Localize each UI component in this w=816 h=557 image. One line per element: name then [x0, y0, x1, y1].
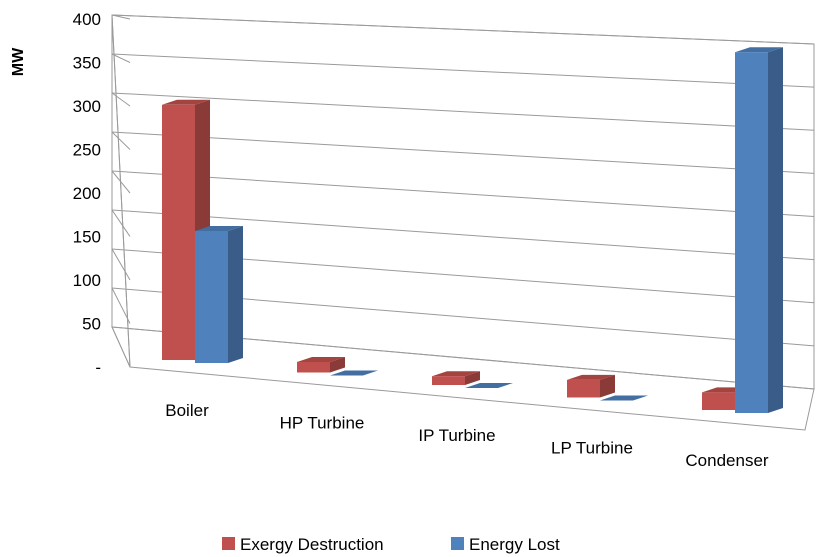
gridline	[111, 92, 815, 131]
gridline-side	[111, 14, 131, 20]
energy-lost-bar-boiler	[195, 226, 243, 363]
gridline-side	[111, 53, 131, 63]
exergy-destruction-bar-ip-turbine	[432, 371, 480, 385]
exergy-destruction-bar-lp-turbine-front	[567, 379, 600, 398]
y-tick-label: 200	[73, 184, 101, 203]
y-tick-label: 350	[73, 54, 101, 73]
gridline-side	[111, 92, 131, 107]
gridline	[111, 53, 815, 88]
energy-lost-bar-boiler-front	[195, 231, 228, 363]
legend-label-energy-lost: Energy Lost	[469, 535, 560, 554]
energy-lost-bar-hp-turbine-top	[330, 370, 378, 376]
gridline-side	[111, 209, 131, 237]
y-tick-label: 100	[73, 271, 101, 290]
exergy-destruction-bar-boiler-top	[162, 99, 210, 105]
chart-walls	[111, 14, 815, 431]
exergy-destruction-bar-hp-turbine-front	[297, 361, 330, 373]
energy-lost-bar-lp-turbine	[600, 395, 648, 401]
gridline-side	[111, 248, 131, 281]
y-tick-label: 400	[73, 10, 101, 29]
y-axis-label: MW	[10, 47, 27, 76]
legend: Exergy Destruction Energy Lost	[222, 535, 560, 554]
x-tick-label-ip-turbine: IP Turbine	[418, 426, 495, 445]
energy-lost-bar-lp-turbine-top	[600, 395, 648, 401]
gridline	[111, 209, 815, 261]
legend-swatch-energy-lost	[451, 537, 464, 550]
gridline-side	[111, 170, 131, 194]
energy-lost-bar-condenser-top	[735, 47, 783, 53]
gridline-side	[111, 287, 131, 324]
gridline	[111, 131, 815, 174]
y-tick-label: 300	[73, 97, 101, 116]
exergy-destruction-bar-hp-turbine-top	[297, 356, 345, 362]
energy-lost-bar-boiler-top	[195, 226, 243, 231]
exergy-destruction-bar-lp-turbine-top	[567, 374, 615, 380]
energy-lost-bar-hp-turbine	[330, 370, 378, 376]
exergy-destruction-bar-hp-turbine-side	[330, 356, 345, 373]
energy-lost-bar-condenser-front	[735, 52, 768, 413]
exergy-destruction-bar-boiler-front	[162, 104, 195, 360]
exergy-destruction-bar-hp-turbine	[297, 356, 345, 373]
x-tick-label-boiler: Boiler	[165, 401, 209, 420]
energy-lost-bar-ip-turbine-top	[465, 383, 513, 388]
legend-label-exergy-destruction: Exergy Destruction	[240, 535, 384, 554]
energy-lost-bar-boiler-side	[228, 226, 243, 363]
energy-lost-bar-condenser	[735, 47, 783, 413]
exergy-destruction-bar-lp-turbine	[567, 374, 615, 398]
side-wall-edge	[111, 14, 131, 368]
energy-lost-bar-ip-turbine	[465, 383, 513, 388]
energy-lost-bar-condenser-side	[768, 47, 783, 413]
bars	[162, 47, 783, 413]
y-tick-label: 50	[82, 315, 101, 334]
exergy-destruction-bar-ip-turbine-top	[432, 371, 480, 377]
exergy-destruction-bar-ip-turbine-side	[465, 371, 480, 385]
legend-swatch-exergy-destruction	[222, 537, 235, 550]
gridline-side	[111, 131, 131, 150]
x-axis-labels: Boiler HP Turbine IP Turbine LP Turbine Cond…	[165, 401, 769, 470]
y-axis-ticks: - 50 100 150 200 250 300 350 400	[73, 10, 101, 377]
gridline	[111, 170, 815, 217]
y-tick-label: -	[95, 358, 101, 377]
y-tick-label: 250	[73, 141, 101, 160]
x-tick-label-condenser: Condenser	[685, 451, 769, 470]
exergy-destruction-bar-ip-turbine-front	[432, 376, 465, 385]
exergy-destruction-bar-lp-turbine-side	[600, 374, 615, 398]
gridline	[111, 14, 815, 45]
x-tick-label-hp-turbine: HP Turbine	[280, 414, 365, 433]
y-tick-label: 150	[73, 228, 101, 247]
floor	[111, 326, 815, 431]
x-tick-label-lp-turbine: LP Turbine	[551, 439, 633, 458]
exergy-destruction-bar-condenser-front	[702, 392, 735, 410]
